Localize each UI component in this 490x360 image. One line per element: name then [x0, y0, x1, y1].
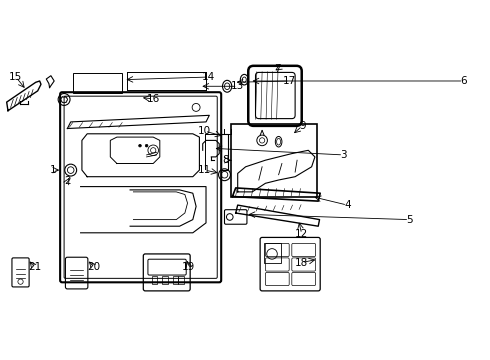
FancyBboxPatch shape — [60, 92, 221, 282]
Text: 6: 6 — [460, 76, 467, 86]
Text: 14: 14 — [202, 72, 215, 82]
Text: 18: 18 — [295, 257, 308, 267]
Text: 2: 2 — [64, 176, 71, 186]
Bar — [178, 276, 184, 284]
Text: 5: 5 — [406, 215, 413, 225]
Text: 1: 1 — [49, 165, 56, 175]
Text: 13: 13 — [231, 81, 245, 91]
Text: 4: 4 — [344, 200, 350, 210]
Bar — [152, 276, 157, 284]
Text: 7: 7 — [274, 64, 281, 74]
Circle shape — [139, 144, 141, 147]
Text: 3: 3 — [340, 150, 346, 160]
Text: 9: 9 — [299, 121, 306, 131]
Bar — [173, 276, 178, 284]
Text: 17: 17 — [283, 76, 296, 86]
Text: 12: 12 — [295, 229, 308, 239]
Text: 15: 15 — [9, 72, 23, 82]
Bar — [163, 276, 168, 284]
Text: 16: 16 — [147, 94, 160, 104]
Text: 20: 20 — [87, 262, 100, 272]
Bar — [264, 243, 281, 262]
Bar — [220, 134, 228, 170]
Bar — [73, 73, 122, 93]
Text: 10: 10 — [198, 126, 211, 136]
Text: 8-: 8- — [222, 155, 232, 165]
Text: 11: 11 — [198, 165, 211, 175]
Bar — [231, 124, 317, 197]
Text: 19: 19 — [182, 262, 196, 272]
Text: 21: 21 — [28, 262, 41, 272]
Circle shape — [145, 144, 148, 147]
